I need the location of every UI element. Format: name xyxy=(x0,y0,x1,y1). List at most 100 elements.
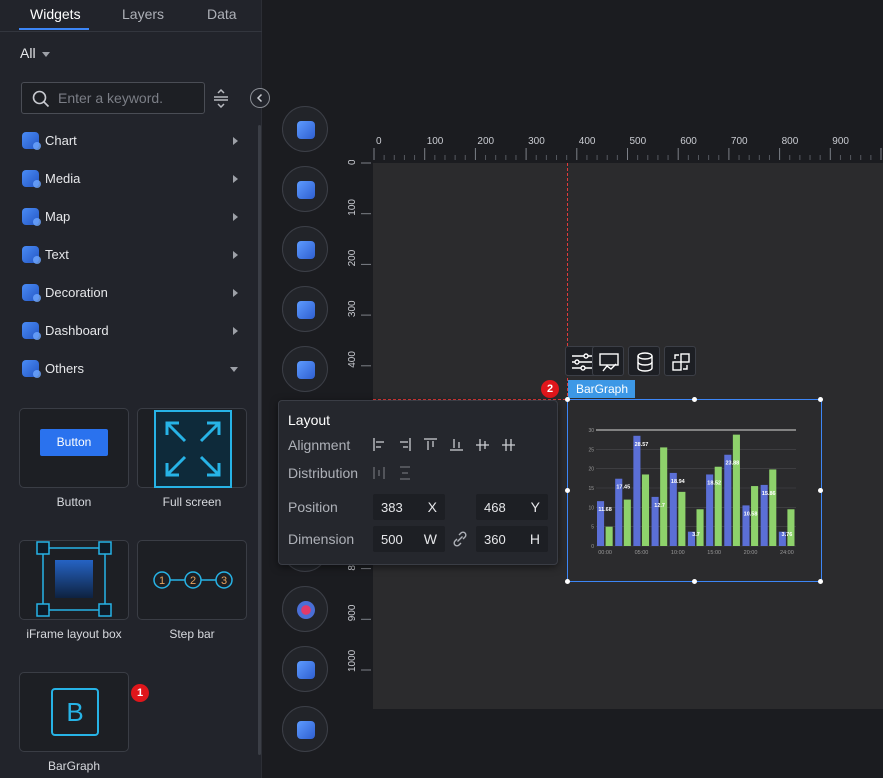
category-dashboard[interactable]: Dashboard xyxy=(22,321,242,341)
category-decoration[interactable]: Decoration xyxy=(22,283,242,303)
widget-link-button[interactable] xyxy=(664,346,696,376)
category-label: Others xyxy=(45,361,85,376)
search-box[interactable] xyxy=(21,82,205,114)
toolbar-text-button[interactable] xyxy=(282,286,328,332)
position-y-field[interactable]: 468 Y xyxy=(476,494,548,520)
resize-handle-left[interactable] xyxy=(565,488,570,493)
data-label: 3.76 xyxy=(782,532,793,538)
step-2-label: 2 xyxy=(190,575,196,587)
category-filter-dropdown[interactable]: All xyxy=(20,45,50,61)
widget-card-button[interactable]: Button xyxy=(19,408,129,488)
map-icon xyxy=(22,208,41,226)
chevron-right-icon xyxy=(233,327,238,335)
chevron-right-icon xyxy=(233,137,238,145)
dimension-w-field[interactable]: 500 W xyxy=(373,526,445,552)
bar xyxy=(742,505,750,546)
full-screen-icon xyxy=(154,410,232,488)
bar xyxy=(633,435,641,546)
category-chart[interactable]: Chart xyxy=(22,131,242,151)
category-others[interactable]: Others xyxy=(22,359,242,379)
widget-label-full-screen: Full screen xyxy=(162,495,222,509)
bar xyxy=(769,469,777,546)
resize-handle-top[interactable] xyxy=(692,397,697,402)
ruler-tick-label: 200 xyxy=(477,136,494,147)
interaction-icon xyxy=(599,353,619,372)
decoration-icon xyxy=(22,284,41,302)
expand-collapse-all-icon[interactable] xyxy=(212,88,230,108)
data-label: 10.58 xyxy=(744,511,758,517)
resize-handle-top-left[interactable] xyxy=(565,397,570,402)
category-label: Chart xyxy=(45,133,77,148)
collapse-panel-button[interactable] xyxy=(250,88,270,108)
widget-interaction-button[interactable] xyxy=(592,346,624,376)
y-tick-label: 15 xyxy=(588,486,594,492)
chart-icon xyxy=(22,132,41,150)
widget-card-bargraph[interactable]: B xyxy=(19,672,129,752)
align-top-icon xyxy=(424,438,437,450)
dimension-h-field[interactable]: 360 H xyxy=(476,526,548,552)
bar-chart: 30 25 20 15 10 5 0 11.68 17.45 28.57 12.7 18.94 3.7 1… xyxy=(588,428,796,556)
position-x-value: 383 xyxy=(381,500,403,515)
y-tick-label: 5 xyxy=(591,525,594,531)
bar xyxy=(641,474,650,546)
search-input[interactable] xyxy=(58,89,198,107)
toolbar-box-button[interactable] xyxy=(282,646,328,692)
media-icon xyxy=(297,181,315,199)
text-icon xyxy=(297,301,315,319)
bar xyxy=(760,484,768,546)
link-aspect-ratio-icon[interactable] xyxy=(452,531,468,547)
data-label: 15.86 xyxy=(762,491,776,497)
widget-settings-button[interactable] xyxy=(565,346,597,376)
toolbar-record-button[interactable] xyxy=(282,586,328,632)
category-label: Media xyxy=(45,171,81,186)
selected-bargraph-widget[interactable]: 30 25 20 15 10 5 0 11.68 17.45 28.57 12.7 18.94 3.7 1… xyxy=(567,399,822,582)
bar xyxy=(660,447,668,546)
selected-widget-tag: BarGraph xyxy=(568,380,635,398)
others-icon xyxy=(297,721,315,739)
resize-handle-bottom[interactable] xyxy=(692,579,697,584)
align-horizontal-center-icon xyxy=(502,439,515,451)
resize-handle-bottom-right[interactable] xyxy=(818,579,823,584)
distribution-buttons[interactable] xyxy=(372,465,412,481)
category-media[interactable]: Media xyxy=(22,169,242,189)
ruler-tick-label: 400 xyxy=(347,351,358,368)
bar xyxy=(696,509,704,546)
tab-layers[interactable]: Layers xyxy=(122,6,165,22)
widget-data-button[interactable] xyxy=(628,346,660,376)
chevron-right-icon xyxy=(233,175,238,183)
y-tick-label: 30 xyxy=(588,428,594,434)
position-label: Position xyxy=(288,499,338,515)
resize-handle-right[interactable] xyxy=(818,488,823,493)
toolbar-decoration-button[interactable] xyxy=(282,346,328,392)
layout-title: Layout xyxy=(288,412,331,428)
toolbar-map-button[interactable] xyxy=(282,226,328,272)
category-text[interactable]: Text xyxy=(22,245,242,265)
toolbar-chart-button[interactable] xyxy=(282,106,328,152)
widget-card-iframe-layout-box[interactable] xyxy=(19,540,129,620)
resize-handle-top-right[interactable] xyxy=(818,397,823,402)
ruler-tick-label: 900 xyxy=(347,604,358,621)
text-icon xyxy=(22,246,41,264)
tab-widgets[interactable]: Widgets xyxy=(30,6,81,22)
chevron-right-icon xyxy=(233,213,238,221)
resize-handle-bottom-left[interactable] xyxy=(565,579,570,584)
dimension-label: Dimension xyxy=(288,531,355,547)
bar xyxy=(751,486,759,546)
widget-card-full-screen[interactable] xyxy=(137,408,247,488)
tab-data[interactable]: Data xyxy=(207,6,237,22)
position-x-field[interactable]: 383 X xyxy=(373,494,445,520)
ruler-tick-label: 700 xyxy=(731,136,748,147)
toolbar-others-button[interactable] xyxy=(282,706,328,752)
widget-card-step-bar[interactable]: 1 2 3 xyxy=(137,540,247,620)
bar xyxy=(787,509,795,546)
panel-scrollbar[interactable] xyxy=(258,125,261,755)
category-map[interactable]: Map xyxy=(22,207,242,227)
dashboard-icon xyxy=(22,322,41,340)
alignment-buttons[interactable] xyxy=(372,437,522,453)
toolbar-media-button[interactable] xyxy=(282,166,328,212)
decoration-icon xyxy=(297,361,315,379)
search-icon xyxy=(32,90,50,108)
widget-label-step-bar: Step bar xyxy=(169,627,215,641)
ruler-tick-label: 0 xyxy=(376,136,382,147)
bar xyxy=(732,434,740,546)
